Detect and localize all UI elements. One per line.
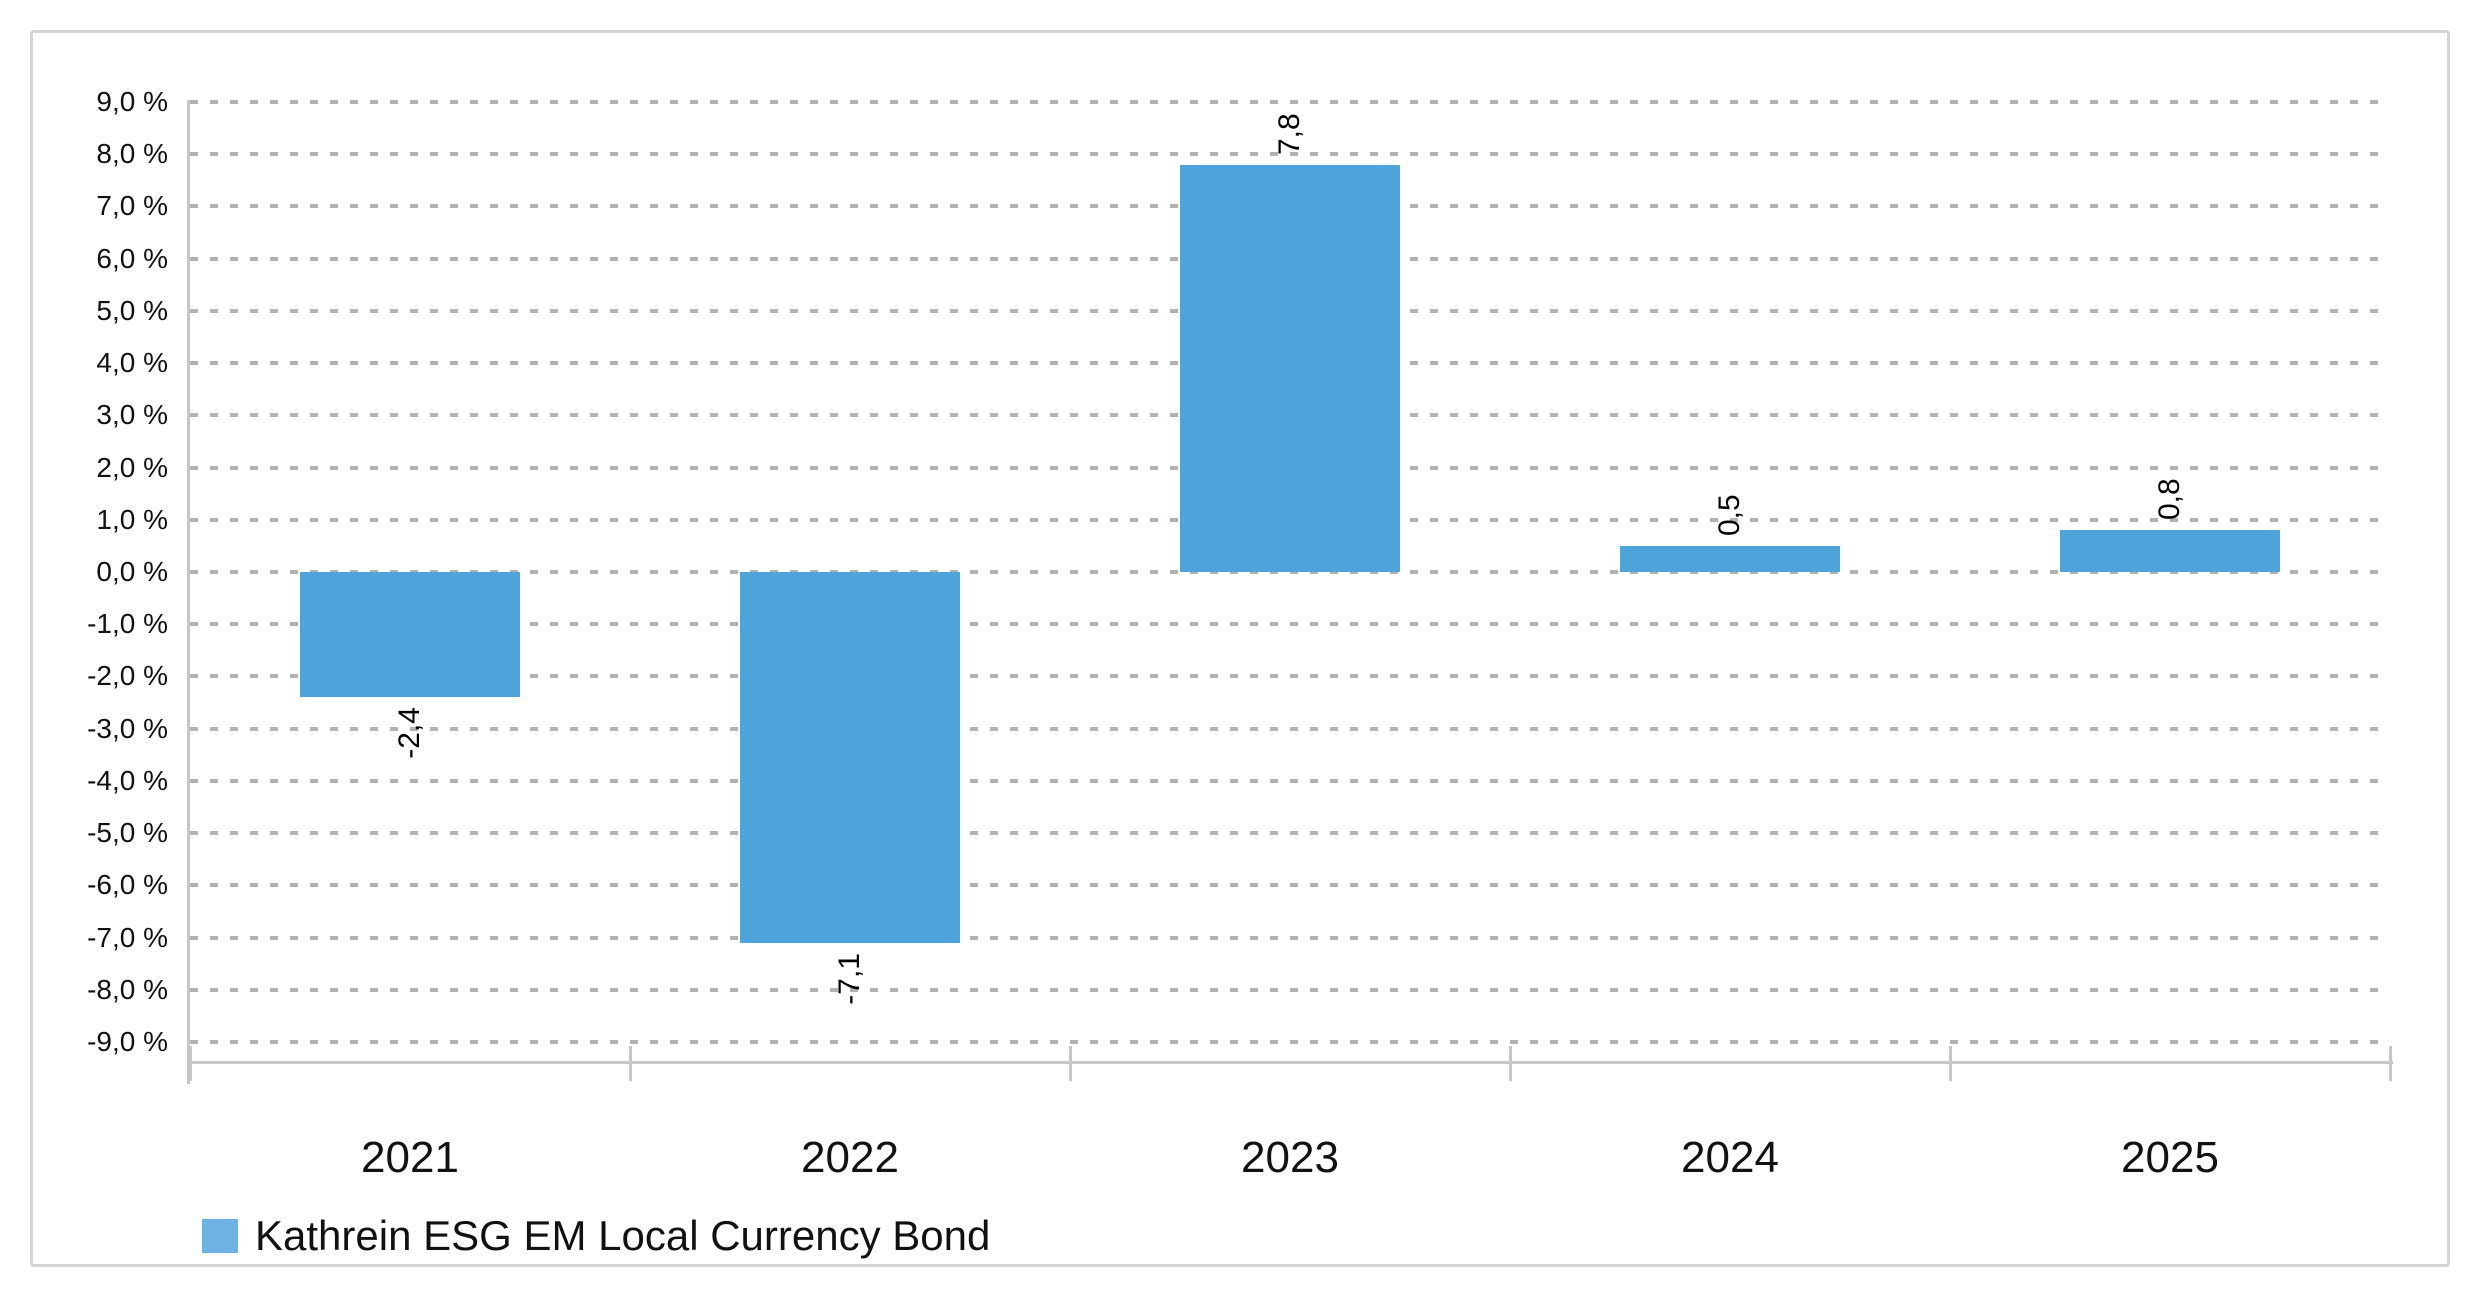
x-axis-label: 2025 xyxy=(2121,1133,2219,1182)
y-axis-tick-label: 7,0 % xyxy=(96,190,168,222)
x-axis-tick xyxy=(629,1046,632,1081)
y-axis-tick-label: -4,0 % xyxy=(87,764,168,796)
gridline xyxy=(190,987,2380,992)
y-axis-tick-label: 5,0 % xyxy=(96,294,168,326)
bar-value-label: -2,4 xyxy=(393,707,426,760)
gridline xyxy=(190,726,2380,731)
legend-label: Kathrein ESG EM Local Currency Bond xyxy=(255,1212,991,1259)
y-axis-tick-label: -8,0 % xyxy=(87,973,168,1005)
y-axis-line xyxy=(187,100,190,1084)
x-axis-tick xyxy=(2389,1046,2392,1081)
x-axis-label: 2021 xyxy=(361,1133,459,1182)
gridline xyxy=(190,883,2380,888)
bar-2023[interactable] xyxy=(1180,164,1400,572)
x-axis-label: 2024 xyxy=(1681,1133,1779,1182)
y-axis-tick-label: 3,0 % xyxy=(96,399,168,431)
gridline xyxy=(190,1039,2380,1044)
y-axis-tick-label: -7,0 % xyxy=(87,921,168,953)
gridline xyxy=(190,152,2380,157)
gridline xyxy=(190,100,2380,105)
x-axis-tick xyxy=(189,1046,192,1081)
y-axis-tick-label: -1,0 % xyxy=(87,608,168,640)
legend-item[interactable]: Kathrein ESG EM Local Currency Bond xyxy=(202,1212,990,1260)
bar-2025[interactable] xyxy=(2060,530,2280,572)
x-axis-tick xyxy=(1949,1046,1952,1081)
bar-value-label: -7,1 xyxy=(833,952,866,1005)
y-axis-tick-label: 0,0 % xyxy=(96,556,168,587)
y-axis-tick-label: -9,0 % xyxy=(87,1025,168,1057)
gridline xyxy=(190,831,2380,836)
gridline xyxy=(190,674,2380,679)
gridline xyxy=(190,778,2380,783)
legend: Kathrein ESG EM Local Currency Bond xyxy=(202,1212,990,1260)
bar-value-label: 0,8 xyxy=(2153,478,2186,521)
x-axis-label: 2022 xyxy=(801,1133,899,1182)
gridline xyxy=(190,570,2380,574)
y-axis-tick-label: 9,0 % xyxy=(96,86,168,118)
x-axis-label: 2023 xyxy=(1241,1133,1339,1182)
y-axis-tick-label: 6,0 % xyxy=(96,242,168,274)
x-axis-tick xyxy=(1069,1046,1072,1081)
bar-2021[interactable] xyxy=(300,572,520,698)
bar-2022[interactable] xyxy=(740,572,960,943)
x-axis-line xyxy=(187,1061,2393,1064)
bar-value-label: 0,5 xyxy=(1713,494,1746,536)
x-axis-tick xyxy=(1509,1046,1512,1081)
y-axis-tick-label: -6,0 % xyxy=(87,869,168,901)
y-axis-tick-label: 2,0 % xyxy=(96,451,168,483)
gridline xyxy=(190,622,2380,627)
y-axis-tick-label: -3,0 % xyxy=(87,712,168,744)
bar-value-label: 7,8 xyxy=(1273,112,1306,155)
y-axis-tick-label: -2,0 % xyxy=(87,660,168,692)
y-axis-tick-label: 8,0 % xyxy=(96,138,168,170)
bar-2024[interactable] xyxy=(1620,545,1840,572)
legend-swatch xyxy=(202,1219,238,1253)
y-axis-tick-label: -5,0 % xyxy=(87,817,168,849)
y-axis-tick-label: 4,0 % xyxy=(96,347,168,379)
gridline xyxy=(190,935,2380,940)
y-axis-tick-label: 1,0 % xyxy=(96,503,168,535)
